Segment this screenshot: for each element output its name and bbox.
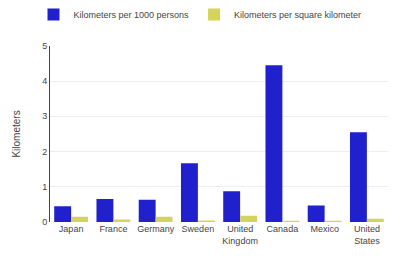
svg-text:4: 4 bbox=[42, 76, 47, 86]
svg-text:France: France bbox=[99, 224, 127, 234]
svg-text:3: 3 bbox=[42, 111, 47, 121]
svg-text:5: 5 bbox=[42, 41, 47, 51]
svg-text:0: 0 bbox=[42, 217, 47, 227]
svg-text:Kilometers per square kilomete: Kilometers per square kilometer bbox=[234, 10, 361, 20]
svg-text:Mexico: Mexico bbox=[310, 224, 339, 234]
svg-text:Canada: Canada bbox=[267, 224, 299, 234]
svg-text:UnitedStates: UnitedStates bbox=[354, 224, 380, 246]
svg-text:UnitedKingdom: UnitedKingdom bbox=[222, 224, 258, 246]
svg-text:Kilometers: Kilometers bbox=[11, 110, 22, 157]
svg-text:2: 2 bbox=[42, 147, 47, 157]
svg-text:Germany: Germany bbox=[137, 224, 175, 234]
svg-text:1: 1 bbox=[42, 182, 47, 192]
svg-text:Kilometers per 1000 persons: Kilometers per 1000 persons bbox=[74, 10, 190, 20]
svg-text:Japan: Japan bbox=[59, 224, 84, 234]
svg-text:Sweden: Sweden bbox=[182, 224, 215, 234]
